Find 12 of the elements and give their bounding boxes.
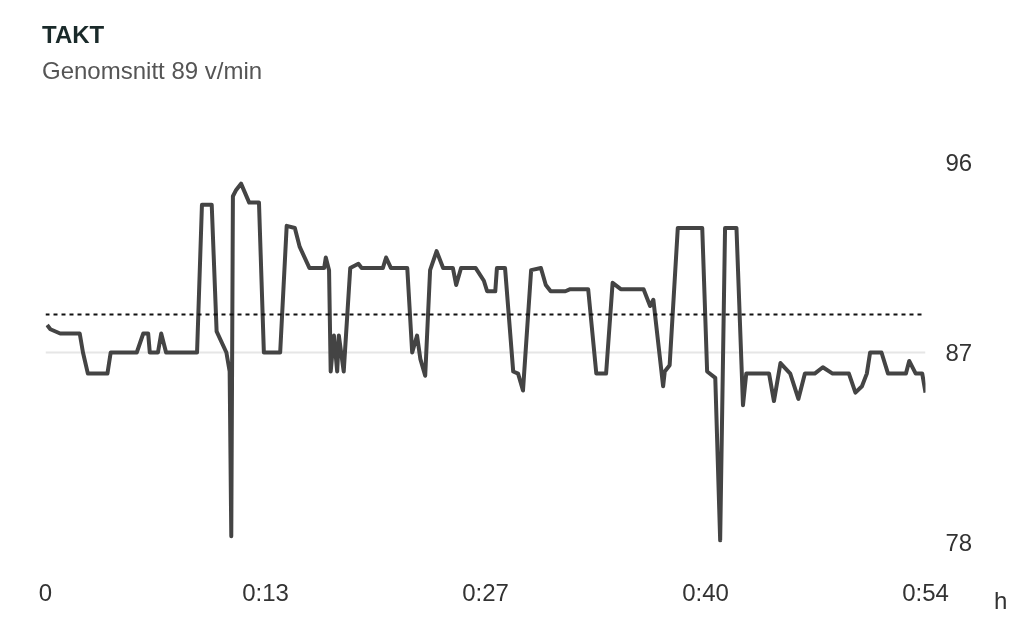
x-tick-label: 0:54 <box>902 578 949 606</box>
y-tick-label: 87 <box>945 339 973 366</box>
x-axis-title: h <box>994 586 1008 616</box>
x-tick-label: 0:27 <box>462 578 509 606</box>
chart-subtitle: Genomsnitt 89 v/min <box>42 56 263 86</box>
y-tick-label: 78 <box>945 529 973 556</box>
line-series <box>45 181 926 543</box>
y-tick-label: 96 <box>945 149 973 176</box>
chart-title: TAKT <box>42 20 105 50</box>
x-tick-label: 0:13 <box>242 578 289 606</box>
x-tick-label: 0:40 <box>682 578 729 606</box>
x-tick-label: 0 <box>38 578 53 606</box>
